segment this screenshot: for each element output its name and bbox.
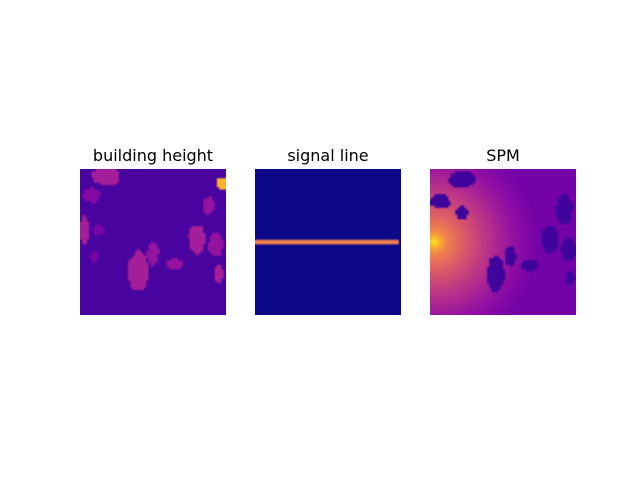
panel-title-building-height: building height [93, 146, 213, 165]
panel-signal-line: signal line [255, 146, 401, 315]
panel-title-signal-line: signal line [287, 146, 368, 165]
heatmap-spm [430, 169, 576, 315]
panel-title-spm: SPM [486, 146, 520, 165]
panel-spm: SPM [430, 146, 576, 315]
heatmap-signal-line [255, 169, 401, 315]
panel-building-height: building height [80, 146, 226, 315]
heatmap-building-height [80, 169, 226, 315]
